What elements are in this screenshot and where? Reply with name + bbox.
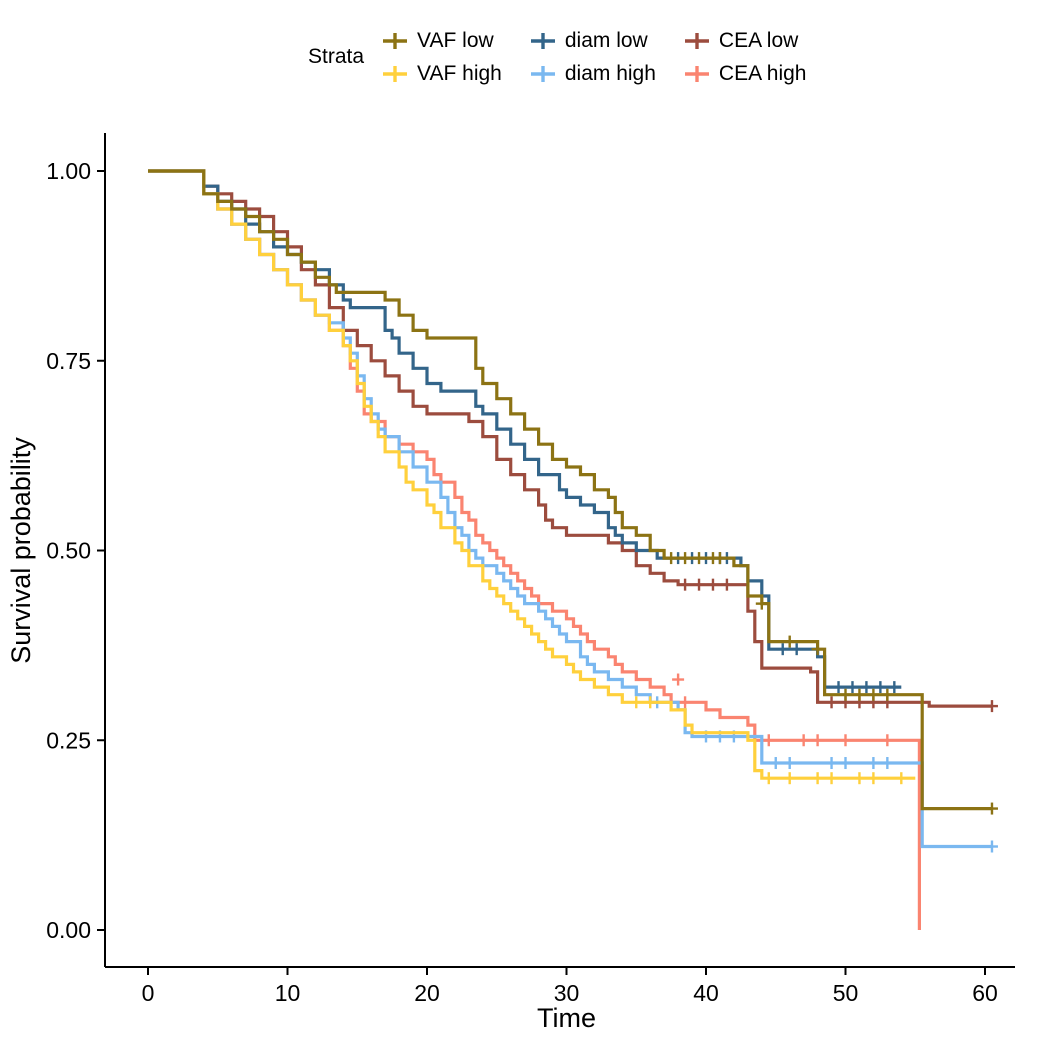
y-tick-label: 0.50 (46, 538, 91, 564)
legend-key-plus-icon (383, 65, 408, 82)
legend-item-cea-low: CEA low (682, 24, 807, 57)
legend-item-vaf-low: VAF low (380, 24, 502, 57)
x-tick-label: 0 (142, 980, 155, 1006)
legend: Strata VAF low VAF high diam low diam high C… (308, 24, 806, 90)
y-axis-title: Survival probability (6, 437, 36, 664)
x-tick-label: 40 (693, 980, 719, 1006)
x-tick-label: 50 (833, 980, 859, 1006)
legend-key-plus-icon (530, 32, 555, 49)
series-line-vaf-high (148, 169, 916, 780)
legend-items: VAF low VAF high diam low diam high CEA low C… (380, 24, 806, 90)
x-tick-label: 60 (972, 980, 998, 1006)
legend-item-label: VAF high (417, 61, 502, 85)
x-tick-label: 10 (275, 980, 301, 1006)
censor-marks-diam-high (651, 696, 998, 853)
censor-marks-vaf-low (665, 552, 998, 815)
series-line-diam-high (148, 169, 992, 849)
legend-title: Strata (308, 45, 365, 68)
legend-item-diam-high: diam high (528, 57, 656, 90)
legend-key-plus-icon (383, 32, 408, 49)
legend-item-label: VAF low (417, 28, 494, 52)
censor-marks-vaf-high (630, 696, 908, 785)
y-tick-label: 1.00 (46, 158, 91, 184)
legend-item-diam-low: diam low (528, 24, 656, 57)
x-axis-title: Time (537, 1003, 596, 1033)
legend-key-plus-icon (684, 32, 709, 49)
legend-item-label: diam high (564, 61, 656, 85)
y-tick-label: 0.25 (46, 727, 91, 753)
y-tick-label: 0.00 (46, 917, 91, 943)
legend-item-cea-high: CEA high (682, 57, 807, 90)
series-line-vaf-low (148, 169, 992, 811)
legend-key-plus-icon (684, 65, 709, 82)
series-line-cea-low (148, 169, 992, 708)
censor-marks-diam-low (672, 552, 901, 694)
legend-item-label: CEA low (718, 28, 799, 52)
legend-item-label: diam low (564, 28, 648, 52)
censor-marks-cea-high (672, 673, 894, 747)
legend-key-plus-icon (530, 65, 555, 82)
series-line-cea-high (148, 169, 921, 930)
legend-item-vaf-high: VAF high (380, 57, 502, 90)
y-tick-label: 0.75 (46, 348, 91, 374)
legend-item-label: CEA high (718, 61, 807, 85)
x-tick-label: 30 (554, 980, 580, 1006)
censor-marks-cea-low (679, 578, 998, 713)
x-tick-label: 20 (414, 980, 440, 1006)
